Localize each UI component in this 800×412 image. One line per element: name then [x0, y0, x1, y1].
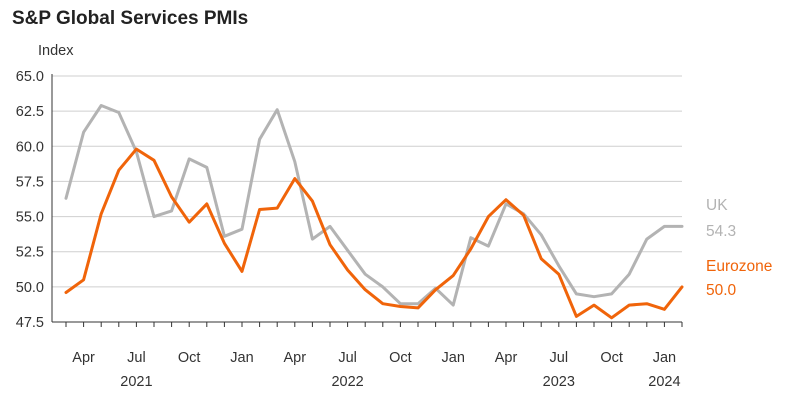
series-line-uk: [64, 104, 684, 307]
y-tick-label: 47.5: [16, 315, 44, 331]
x-tick-label-month: Jan: [653, 350, 676, 366]
x-tick-label-month: Oct: [600, 350, 623, 366]
y-tick-label: 50.0: [16, 280, 44, 296]
x-tick-label-month: Jul: [550, 350, 569, 366]
series-lines: [64, 104, 684, 320]
series-value-eurozone: 50.0: [706, 282, 737, 299]
x-tick-label-month: Oct: [178, 350, 201, 366]
x-tick-label-month: Jan: [230, 350, 253, 366]
gridlines: [52, 75, 682, 288]
x-tick-label-year: 2022: [331, 374, 363, 390]
y-axis-label: Index: [38, 43, 74, 59]
y-tick-label: 60.0: [16, 139, 44, 155]
chart-title: S&P Global Services PMIs: [12, 8, 249, 29]
y-tick-label: 62.5: [16, 104, 44, 120]
x-tick-label-month: Apr: [72, 350, 95, 366]
series-label-uk: UK: [706, 197, 728, 214]
x-tick-label-month: Jan: [442, 350, 465, 366]
x-tick-label-year: 2024: [648, 374, 680, 390]
x-tick-label-month: Jul: [338, 350, 357, 366]
x-tick-label-year: 2023: [543, 374, 575, 390]
y-tick-label: 52.5: [16, 245, 44, 261]
series-end-labels: UK 54.3 Eurozone 50.0: [706, 197, 772, 299]
x-axis: Apr Jul Oct Jan Apr Jul Oct Jan Apr Jul Oct Jan 2021…: [51, 74, 683, 390]
x-tick-label-month: Apr: [495, 350, 518, 366]
x-tick-label-month: Apr: [284, 350, 307, 366]
series-line-eurozone: [64, 147, 684, 320]
series-label-eurozone: Eurozone: [706, 258, 772, 275]
y-tick-label: 57.5: [16, 174, 44, 190]
y-tick-label: 55.0: [16, 210, 44, 226]
x-tick-label-month: Oct: [389, 350, 412, 366]
y-tick-labels: 65.0 62.5 60.0 57.5 55.0 52.5 50.0 47.5: [16, 69, 44, 331]
x-tick-label-month: Jul: [127, 350, 146, 366]
y-tick-label: 65.0: [16, 69, 44, 85]
series-value-uk: 54.3: [706, 223, 736, 240]
x-tick-label-year: 2021: [120, 374, 152, 390]
